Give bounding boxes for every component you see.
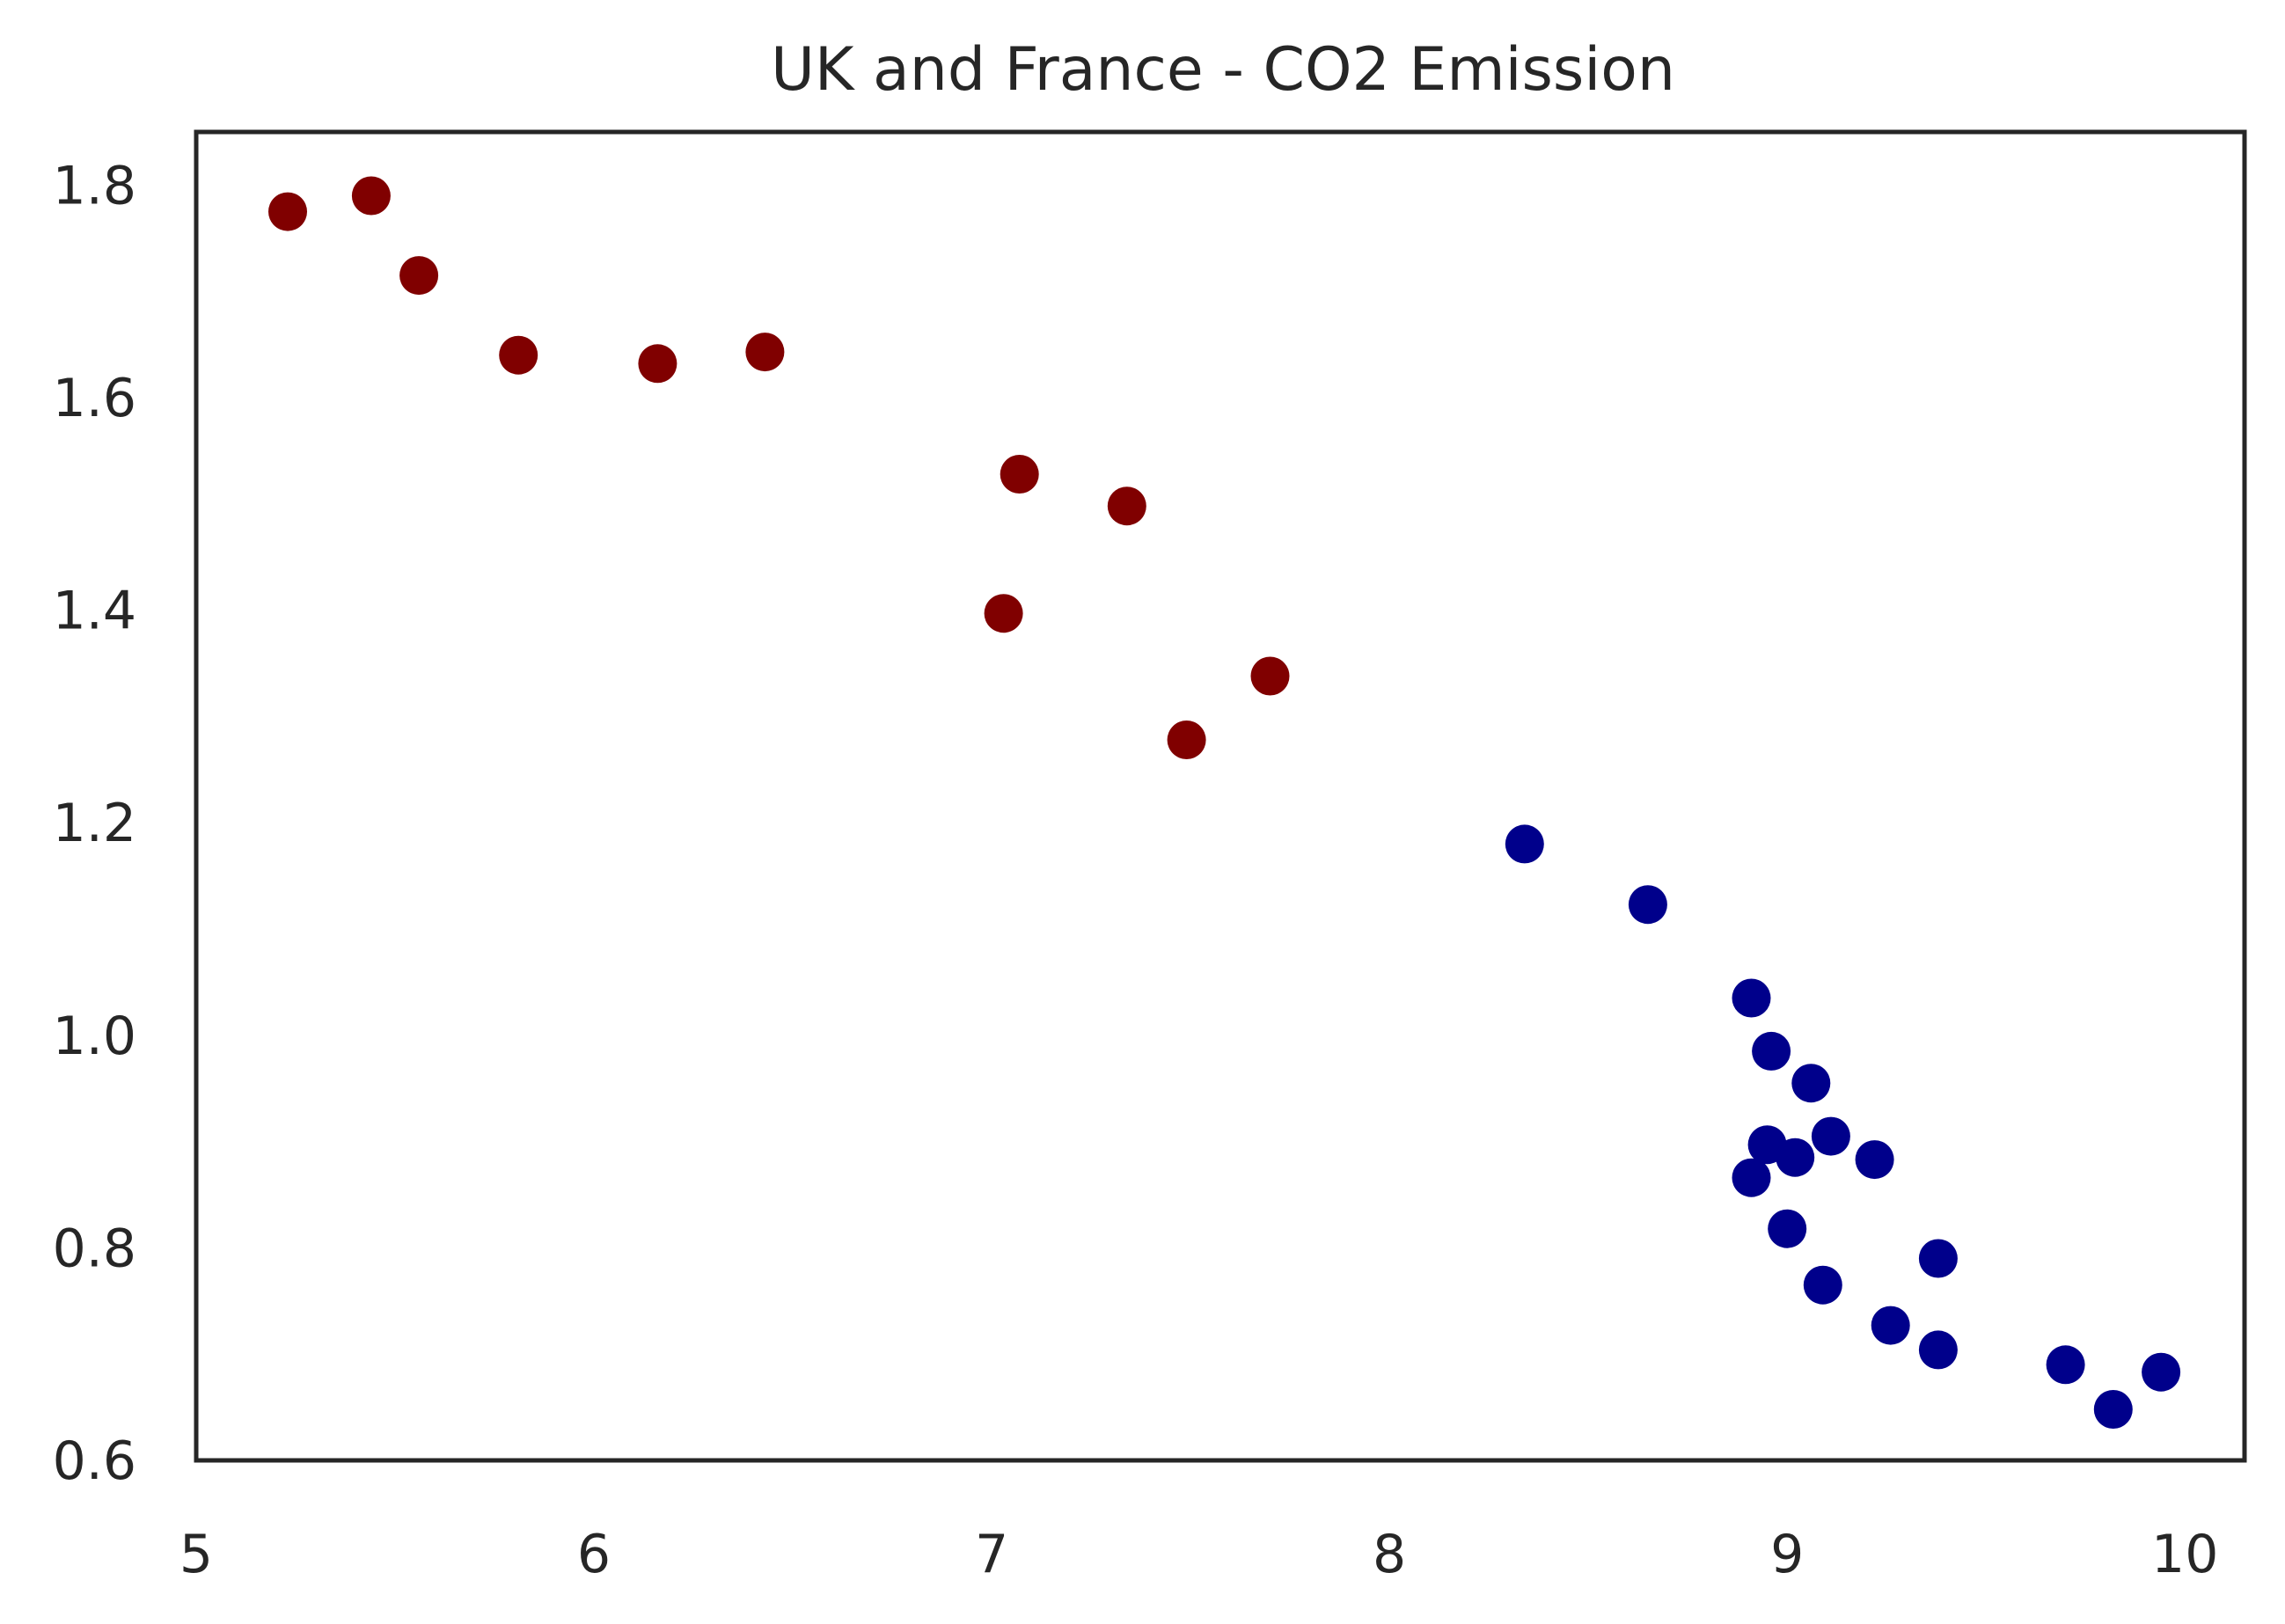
data-point <box>1628 885 1667 925</box>
data-point <box>1871 1306 1910 1345</box>
y-tick-label: 1.0 <box>53 1006 136 1067</box>
plot-frame <box>194 129 2247 1463</box>
data-points <box>268 176 2181 1429</box>
data-point <box>1918 1330 1958 1370</box>
data-point <box>1855 1140 1894 1180</box>
data-point <box>1000 455 1039 494</box>
data-point <box>351 176 391 216</box>
data-point <box>1803 1265 1842 1305</box>
data-point <box>638 344 677 384</box>
y-tick-label: 0.8 <box>53 1218 136 1279</box>
data-point <box>1768 1209 1807 1248</box>
data-point <box>1791 1064 1831 1103</box>
data-point <box>2093 1390 2133 1429</box>
data-point <box>499 335 538 375</box>
data-point <box>1107 486 1146 526</box>
x-axis: 5 6 7 8 9 10 <box>179 1524 2218 1585</box>
y-tick-label: 1.2 <box>53 793 136 854</box>
data-point <box>984 594 1023 633</box>
data-point <box>1732 978 1771 1018</box>
data-point <box>2046 1345 2085 1385</box>
data-point <box>1752 1031 1791 1071</box>
x-tick-label: 7 <box>975 1524 1008 1585</box>
y-tick-label: 1.4 <box>53 581 136 642</box>
y-tick-label: 0.6 <box>53 1430 136 1492</box>
data-point <box>1167 721 1206 759</box>
y-axis: 0.6 0.8 1.0 1.2 1.4 1.6 1.8 <box>53 155 136 1492</box>
data-point <box>1732 1158 1771 1197</box>
x-tick-label: 5 <box>179 1524 213 1585</box>
x-tick-label: 6 <box>577 1524 611 1585</box>
y-tick-label: 1.8 <box>53 155 136 216</box>
data-point <box>1776 1138 1815 1177</box>
x-tick-label: 10 <box>2151 1524 2218 1585</box>
data-point <box>745 333 785 372</box>
data-point <box>1811 1116 1850 1156</box>
data-point <box>2142 1352 2181 1392</box>
data-point <box>1918 1239 1958 1278</box>
x-tick-label: 8 <box>1373 1524 1406 1585</box>
data-point <box>268 192 307 231</box>
data-point <box>399 256 439 296</box>
data-point <box>1505 824 1544 864</box>
data-point <box>1250 656 1290 696</box>
x-tick-label: 9 <box>1770 1524 1804 1585</box>
y-tick-label: 1.6 <box>53 368 136 429</box>
chart-title: UK and France - CO2 Emission <box>771 35 1675 105</box>
